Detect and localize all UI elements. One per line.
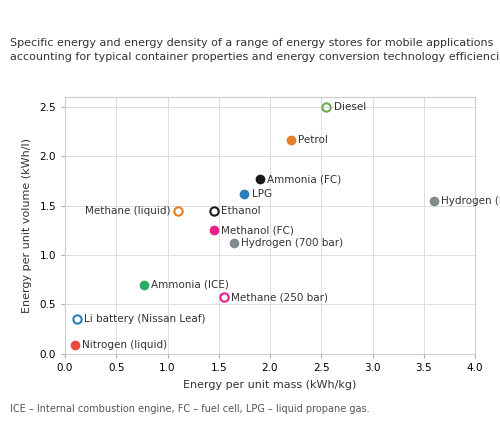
- Text: Petrol: Petrol: [298, 135, 328, 145]
- Text: Diesel: Diesel: [334, 102, 366, 112]
- Text: Methane (liquid): Methane (liquid): [85, 206, 170, 216]
- Text: Hydrogen (liquid): Hydrogen (liquid): [441, 196, 500, 206]
- Text: Ethanol: Ethanol: [221, 206, 260, 216]
- Text: Ammonia (ICE): Ammonia (ICE): [151, 280, 229, 290]
- Y-axis label: Energy per unit volume (kWh/l): Energy per unit volume (kWh/l): [22, 138, 32, 313]
- Text: FIGURE 17: FIGURE 17: [6, 8, 71, 18]
- Text: LPG: LPG: [252, 189, 272, 199]
- X-axis label: Energy per unit mass (kWh/kg): Energy per unit mass (kWh/kg): [184, 380, 356, 389]
- Text: Hydrogen (700 bar): Hydrogen (700 bar): [242, 238, 344, 248]
- Text: Li battery (Nissan Leaf): Li battery (Nissan Leaf): [84, 314, 206, 324]
- Text: Methane (250 bar): Methane (250 bar): [231, 293, 328, 302]
- Text: Ammonia (FC): Ammonia (FC): [267, 174, 341, 184]
- Text: ICE – Internal combustion engine, FC – fuel cell, LPG – liquid propane gas.: ICE – Internal combustion engine, FC – f…: [10, 404, 370, 415]
- Text: Nitrogen (liquid): Nitrogen (liquid): [82, 340, 168, 350]
- Text: Methanol (FC): Methanol (FC): [221, 225, 294, 235]
- Text: Specific energy and energy density of a range of energy stores for mobile applic: Specific energy and energy density of a …: [10, 38, 500, 62]
